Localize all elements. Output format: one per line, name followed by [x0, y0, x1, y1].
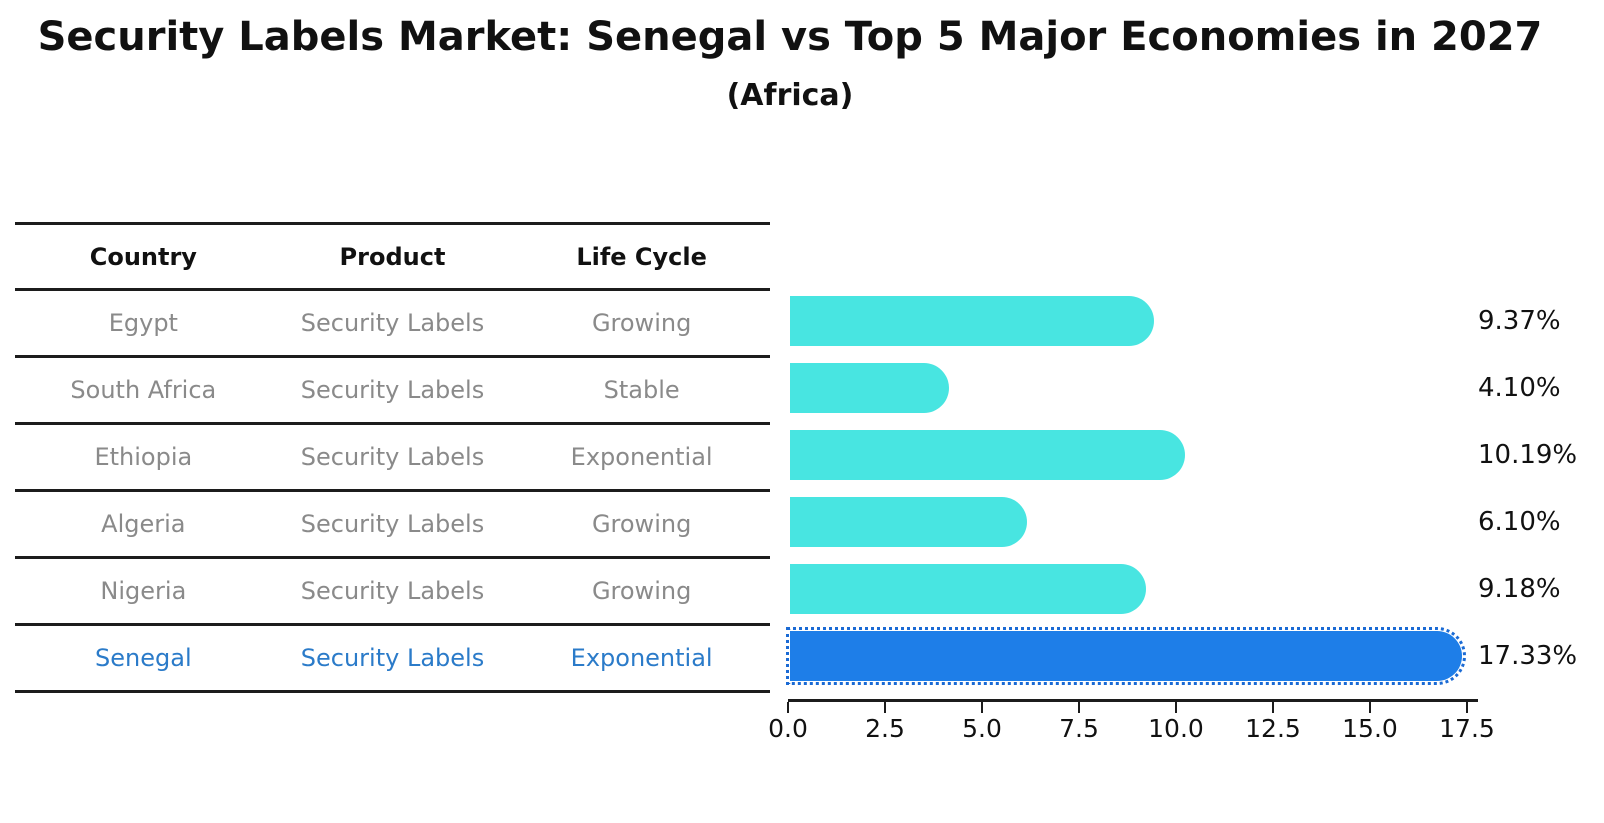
value-label-ethiopia: 10.19%	[1478, 440, 1578, 470]
x-tick-label-15.0: 15.0	[1342, 714, 1398, 743]
bar-algeria	[790, 497, 1027, 547]
value-label-nigeria: 9.18%	[1478, 574, 1561, 604]
bar-ethiopia	[790, 430, 1185, 480]
table-header-country: Country	[89, 242, 197, 271]
cell-life-cycle: Growing	[591, 577, 692, 605]
cell-country: South Africa	[70, 376, 217, 404]
value-label-senegal: 17.33%	[1478, 641, 1578, 671]
cell-life-cycle: Stable	[603, 376, 680, 404]
cell-product: Security Labels	[300, 376, 485, 404]
value-label-south-africa: 4.10%	[1478, 373, 1561, 403]
cell-product: Security Labels	[300, 644, 485, 672]
x-tick-15.0	[1369, 702, 1371, 713]
table-row-algeria: Algeria Security Labels Growing	[15, 492, 770, 559]
table-body: Egypt Security Labels Growing South Africa S…	[15, 291, 770, 693]
cell-life-cycle: Growing	[591, 510, 692, 538]
cell-product: Security Labels	[300, 577, 485, 605]
x-tick-5.0	[981, 702, 983, 713]
x-tick-label-12.5: 12.5	[1245, 714, 1301, 743]
value-label-algeria: 6.10%	[1478, 507, 1561, 537]
cell-product: Security Labels	[300, 510, 485, 538]
table-header-life-cycle: Life Cycle	[576, 242, 707, 271]
cell-country: Ethiopia	[94, 443, 193, 471]
value-label-egypt: 9.37%	[1478, 306, 1561, 336]
cell-product: Security Labels	[300, 443, 485, 471]
cell-product: Security Labels	[300, 309, 485, 337]
cell-life-cycle: Exponential	[570, 443, 713, 471]
cell-country: Nigeria	[100, 577, 187, 605]
x-tick-label-7.5: 7.5	[1059, 714, 1099, 743]
x-tick-label-0.0: 0.0	[768, 714, 808, 743]
x-tick-label-2.5: 2.5	[865, 714, 905, 743]
x-tick-7.5	[1078, 702, 1080, 713]
x-axis-line	[788, 699, 1478, 702]
cell-country: Egypt	[108, 309, 178, 337]
table-header-product: Product	[339, 242, 446, 271]
cell-country: Algeria	[101, 510, 186, 538]
table-row-south-africa: South Africa Security Labels Stable	[15, 358, 770, 425]
table-row-nigeria: Nigeria Security Labels Growing	[15, 559, 770, 626]
table-row-senegal: Senegal Security Labels Exponential	[15, 626, 770, 693]
bar-south-africa	[790, 363, 949, 413]
x-tick-12.5	[1272, 702, 1274, 713]
x-tick-label-5.0: 5.0	[962, 714, 1002, 743]
table-row-ethiopia: Ethiopia Security Labels Exponential	[15, 425, 770, 492]
cell-life-cycle: Growing	[591, 309, 692, 337]
table-header-row: Country Product Life Cycle	[15, 225, 770, 291]
x-tick-0.0	[787, 702, 789, 713]
x-tick-label-17.5: 17.5	[1439, 714, 1495, 743]
bar-senegal	[786, 627, 1466, 685]
bar-egypt	[790, 296, 1154, 346]
x-tick-2.5	[884, 702, 886, 713]
x-tick-label-10.0: 10.0	[1148, 714, 1204, 743]
country-table: Country Product Life Cycle Egypt Security…	[15, 222, 770, 693]
chart-title: Security Labels Market: Senegal vs Top 5…	[37, 14, 1543, 60]
cell-country: Senegal	[95, 644, 192, 672]
cell-life-cycle: Exponential	[570, 644, 713, 672]
table-row-egypt: Egypt Security Labels Growing	[15, 291, 770, 358]
chart-subtitle: (Africa)	[726, 78, 854, 113]
x-tick-10.0	[1175, 702, 1177, 713]
bar-nigeria	[790, 564, 1146, 614]
x-tick-17.5	[1466, 702, 1468, 713]
